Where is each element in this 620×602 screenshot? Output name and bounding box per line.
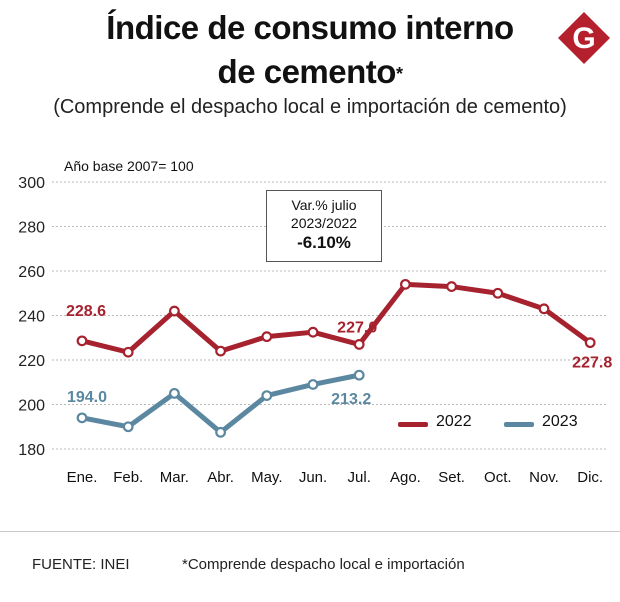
data-point-2023 [76,412,88,424]
data-point-2022 [168,305,180,317]
title-line2-text: de cemento [217,53,397,90]
data-point-2022 [400,278,411,290]
data-label: 228.6 [66,303,106,320]
data-point-2023 [122,421,134,433]
data-point-2022 [307,326,319,338]
x-tick-label: Jul. [348,469,371,486]
variation-label: Var.% julio [291,197,357,213]
data-point-2022 [353,339,365,350]
data-point-2023 [307,379,319,390]
data-point-2022 [122,346,134,358]
x-tick-label: Jun. [299,469,327,486]
data-point-2022 [538,303,550,315]
logo-letter: G [572,22,595,55]
legend-label-2023: 2023 [542,413,578,430]
x-tick-label: Feb. [113,469,143,486]
base-year-note: Año base 2007= 100 [64,158,194,174]
legend: 2022 2023 [398,413,598,435]
x-tick-label: Dic. [577,469,603,486]
y-tick-label: 260 [18,264,45,281]
variation-value: -6.10% [297,233,351,252]
data-point-2023 [353,369,365,381]
y-tick-label: 280 [18,220,45,237]
chart-subtitle: (Comprende el despacho local e importaci… [53,96,567,118]
data-label: 194.0 [67,389,107,406]
data-point-2023 [215,426,227,438]
y-tick-label: 200 [18,398,45,415]
data-point-2022 [446,281,458,292]
source-note: FUENTE: INEI [32,556,130,573]
data-point-2022 [76,335,88,347]
data-label: 227.0 [337,319,377,336]
legend-swatch-2022 [398,422,428,427]
legend-swatch-2023 [504,422,534,427]
data-point-2023 [261,390,273,402]
variation-period: 2023/2022 [290,215,358,231]
data-label: 213.2 [331,391,371,408]
page-title: Índice de consumo interno [106,9,514,46]
variation-box: Var.% julio 2023/2022 -6.10% [266,190,382,262]
data-point-2022 [584,337,596,349]
x-tick-label: Set. [438,469,465,486]
title-asterisk: * [395,64,403,84]
data-label: 227.8 [572,355,612,372]
y-tick-label: 180 [18,442,45,459]
y-tick-label: 220 [18,353,45,370]
legend-label-2022: 2022 [436,413,472,430]
x-tick-label: Nov. [529,469,559,486]
x-tick-label: Ene. [67,469,98,486]
data-point-2023 [168,387,180,399]
x-tick-label: Mar. [160,469,189,486]
x-tick-label: Oct. [484,469,512,486]
x-tick-label: Ago. [390,469,421,486]
line-chart: 300 280 260 240 220 200 180 Ene. Feb. Mar. Abr. May… [18,175,612,486]
page-title-line2: de cemento* [0,52,620,92]
x-tick-label: May. [251,469,282,486]
logo-shape [558,12,610,64]
data-point-2022 [215,345,227,357]
y-tick-label: 240 [18,309,45,326]
data-point-2022 [261,331,273,343]
x-tick-label: Abr. [207,469,234,486]
footnote: *Comprende despacho local e importación [182,556,465,573]
footer-divider [0,531,620,532]
y-tick-label: 300 [18,175,45,192]
gestion-logo-icon: G [558,12,610,64]
data-point-2022 [492,287,504,299]
series-line-2022 [79,281,593,355]
